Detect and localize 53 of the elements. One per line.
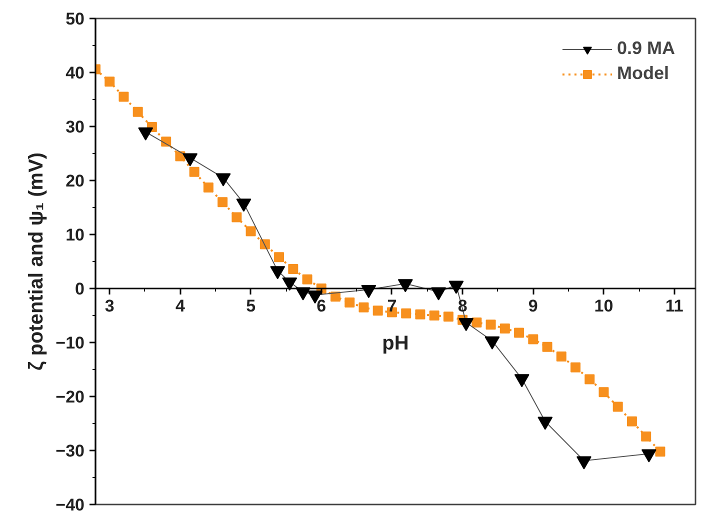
- point: [500, 323, 510, 334]
- x-tick-label: 4: [175, 296, 186, 316]
- point: [598, 387, 609, 398]
- point: [486, 320, 496, 330]
- point: [274, 252, 284, 262]
- point: [203, 182, 214, 193]
- x-tick-label: 5: [246, 296, 256, 316]
- legend-label: 0.9 MA: [616, 38, 675, 59]
- point: [104, 76, 115, 87]
- y-axis-title: ζ potential and ψ₁ (mV): [26, 152, 48, 371]
- y-tick-label: 30: [66, 118, 85, 136]
- point: [401, 308, 412, 318]
- point: [472, 318, 482, 328]
- point: [344, 298, 355, 308]
- x-tick-label: 3: [104, 296, 114, 316]
- point: [218, 197, 228, 208]
- y-tick-label: 0: [75, 280, 85, 298]
- point: [612, 402, 623, 412]
- point: [415, 309, 426, 320]
- y-tick-label: 10: [66, 226, 85, 244]
- point: [528, 334, 538, 344]
- point: [443, 312, 454, 322]
- point: [570, 362, 580, 372]
- x-tick-label: 6: [316, 296, 326, 316]
- point: [429, 310, 440, 320]
- x-tick-label: 9: [528, 296, 538, 316]
- y-tick-label: 40: [66, 64, 85, 82]
- x-axis-title: pH: [382, 332, 409, 354]
- point: [641, 431, 652, 442]
- point: [358, 302, 369, 312]
- point: [302, 274, 312, 284]
- y-tick-label: −10: [56, 334, 85, 352]
- point: [232, 212, 242, 222]
- point: [514, 328, 524, 338]
- point: [626, 416, 637, 426]
- point: [246, 226, 256, 236]
- y-tick-label: 50: [66, 10, 85, 28]
- point: [584, 374, 595, 384]
- y-tick-label: −20: [56, 388, 85, 406]
- y-tick-label: 20: [66, 172, 85, 190]
- point: [372, 306, 383, 316]
- legend-label: Model: [616, 63, 669, 84]
- point: [556, 352, 566, 362]
- point: [118, 92, 129, 102]
- point: [542, 342, 552, 352]
- point: [288, 264, 298, 274]
- point: [189, 166, 200, 177]
- y-tick-label: −30: [56, 442, 85, 460]
- y-tick-label: −40: [56, 496, 85, 514]
- x-tick-label: 10: [594, 296, 614, 316]
- point: [655, 446, 666, 457]
- point: [132, 106, 143, 117]
- x-tick-label: 11: [665, 296, 684, 316]
